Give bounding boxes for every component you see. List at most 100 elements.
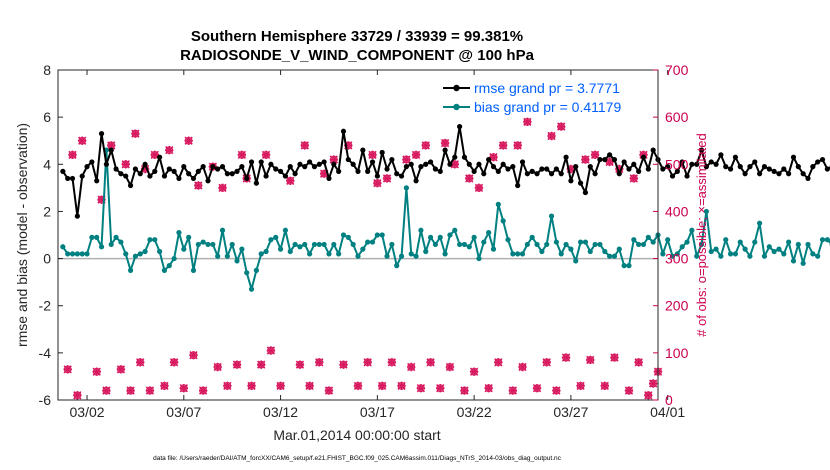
bias-point [761, 253, 768, 259]
obs-assimilated-marker [223, 381, 232, 391]
bias-point [476, 255, 482, 262]
rmse-point [137, 171, 143, 177]
rmse-point [60, 168, 66, 174]
bias-point [587, 248, 593, 255]
bias-point [500, 218, 506, 224]
rmse-point [427, 159, 434, 165]
rmse-point [786, 171, 792, 177]
bias-point [379, 232, 385, 238]
obs-assimilated-marker [648, 379, 658, 388]
rmse-point [481, 171, 487, 177]
obs-assimilated-marker [305, 381, 314, 391]
obs-assimilated-marker [136, 358, 145, 367]
rmse-point [398, 173, 405, 179]
rmse-point [292, 171, 298, 177]
bias-point [718, 253, 724, 259]
rmse-point [529, 168, 535, 174]
bias-point [311, 241, 318, 248]
obs-assimilated-marker [232, 360, 242, 369]
obs-assimilated-marker [68, 150, 77, 160]
rmse-point [771, 168, 777, 174]
obs-assimilated-marker [566, 164, 576, 174]
bias-point [398, 253, 405, 259]
bias-point [84, 251, 90, 257]
bias-point [747, 253, 753, 259]
bias-point [321, 241, 327, 248]
bias-point [597, 241, 603, 248]
x-tick-label: 03/22 [457, 404, 492, 420]
rmse-point [631, 161, 637, 167]
bias-point [563, 241, 569, 248]
bias-point [621, 263, 627, 269]
rmse-point [776, 171, 782, 177]
rmse-point [253, 180, 259, 186]
rmse-point [326, 175, 332, 182]
bias-point [636, 241, 642, 248]
rmse-point [597, 156, 603, 163]
rmse-point [118, 171, 124, 177]
obs-assimilated-marker [213, 362, 222, 372]
bias-point [195, 241, 201, 248]
bias-point [166, 263, 172, 269]
obs-assimilated-marker [368, 150, 377, 160]
bias-point [181, 246, 187, 252]
rmse-line [62, 125, 830, 218]
rmse-point [273, 166, 279, 172]
x-tick-label: 03/12 [263, 404, 298, 420]
rmse-point [732, 154, 739, 160]
obs-assimilated-marker [426, 358, 435, 367]
obs-assimilated-marker [450, 160, 459, 169]
rmse-point [524, 171, 530, 177]
bias-point [432, 241, 439, 248]
obs-assimilated-marker [339, 360, 348, 369]
bias-point [534, 241, 540, 248]
obs-assimilated-marker [615, 164, 624, 174]
bias-point [437, 234, 443, 240]
bias-point [805, 241, 811, 248]
bias-point [113, 234, 119, 240]
bias-point [403, 185, 409, 191]
bias-point [369, 239, 376, 245]
rmse-point [369, 159, 376, 165]
bias-point [94, 234, 100, 240]
obs-assimilated-marker [421, 141, 430, 150]
rmse-point [544, 166, 550, 172]
rmse-point [466, 161, 472, 167]
bias-point [394, 263, 400, 269]
rmse-point [248, 159, 255, 165]
bias-point [408, 251, 414, 257]
bias-point [679, 244, 685, 250]
rmse-point [190, 175, 197, 182]
obs-assimilated-marker [586, 355, 595, 365]
rmse-point [244, 175, 250, 182]
bias-point [558, 251, 564, 257]
rmse-point [752, 159, 758, 165]
obs-assimilated-marker [416, 384, 426, 393]
plot-frame [57, 69, 659, 401]
obs-assimilated-marker [629, 174, 639, 183]
obs-assimilated-marker [382, 174, 392, 183]
bias-point [152, 237, 158, 243]
rmse-point [703, 164, 709, 170]
bias-point [640, 241, 647, 248]
legend-bias-marker [453, 103, 460, 111]
legend: rmse grand pr = 3.7771 bias grand pr = 0… [438, 78, 648, 116]
rmse-point [800, 171, 806, 177]
obs-assimilated-marker [484, 384, 493, 393]
rmse-point [384, 166, 390, 172]
bias-point [515, 251, 521, 257]
legend-rmse-marker [453, 84, 460, 92]
bias-point [790, 258, 797, 264]
chart-title: Southern Hemisphere 33729 / 33939 = 99.3… [191, 28, 523, 45]
rmse-point [379, 149, 385, 156]
bias-point [239, 246, 245, 252]
bias-point [737, 239, 743, 245]
bias-point [350, 241, 356, 248]
bias-point [810, 251, 816, 257]
bias-point [665, 237, 671, 243]
bias-point [229, 241, 235, 248]
rmse-point [360, 147, 366, 153]
obs-assimilated-marker [411, 150, 421, 160]
bias-point [815, 253, 821, 259]
rmse-point [79, 173, 85, 179]
